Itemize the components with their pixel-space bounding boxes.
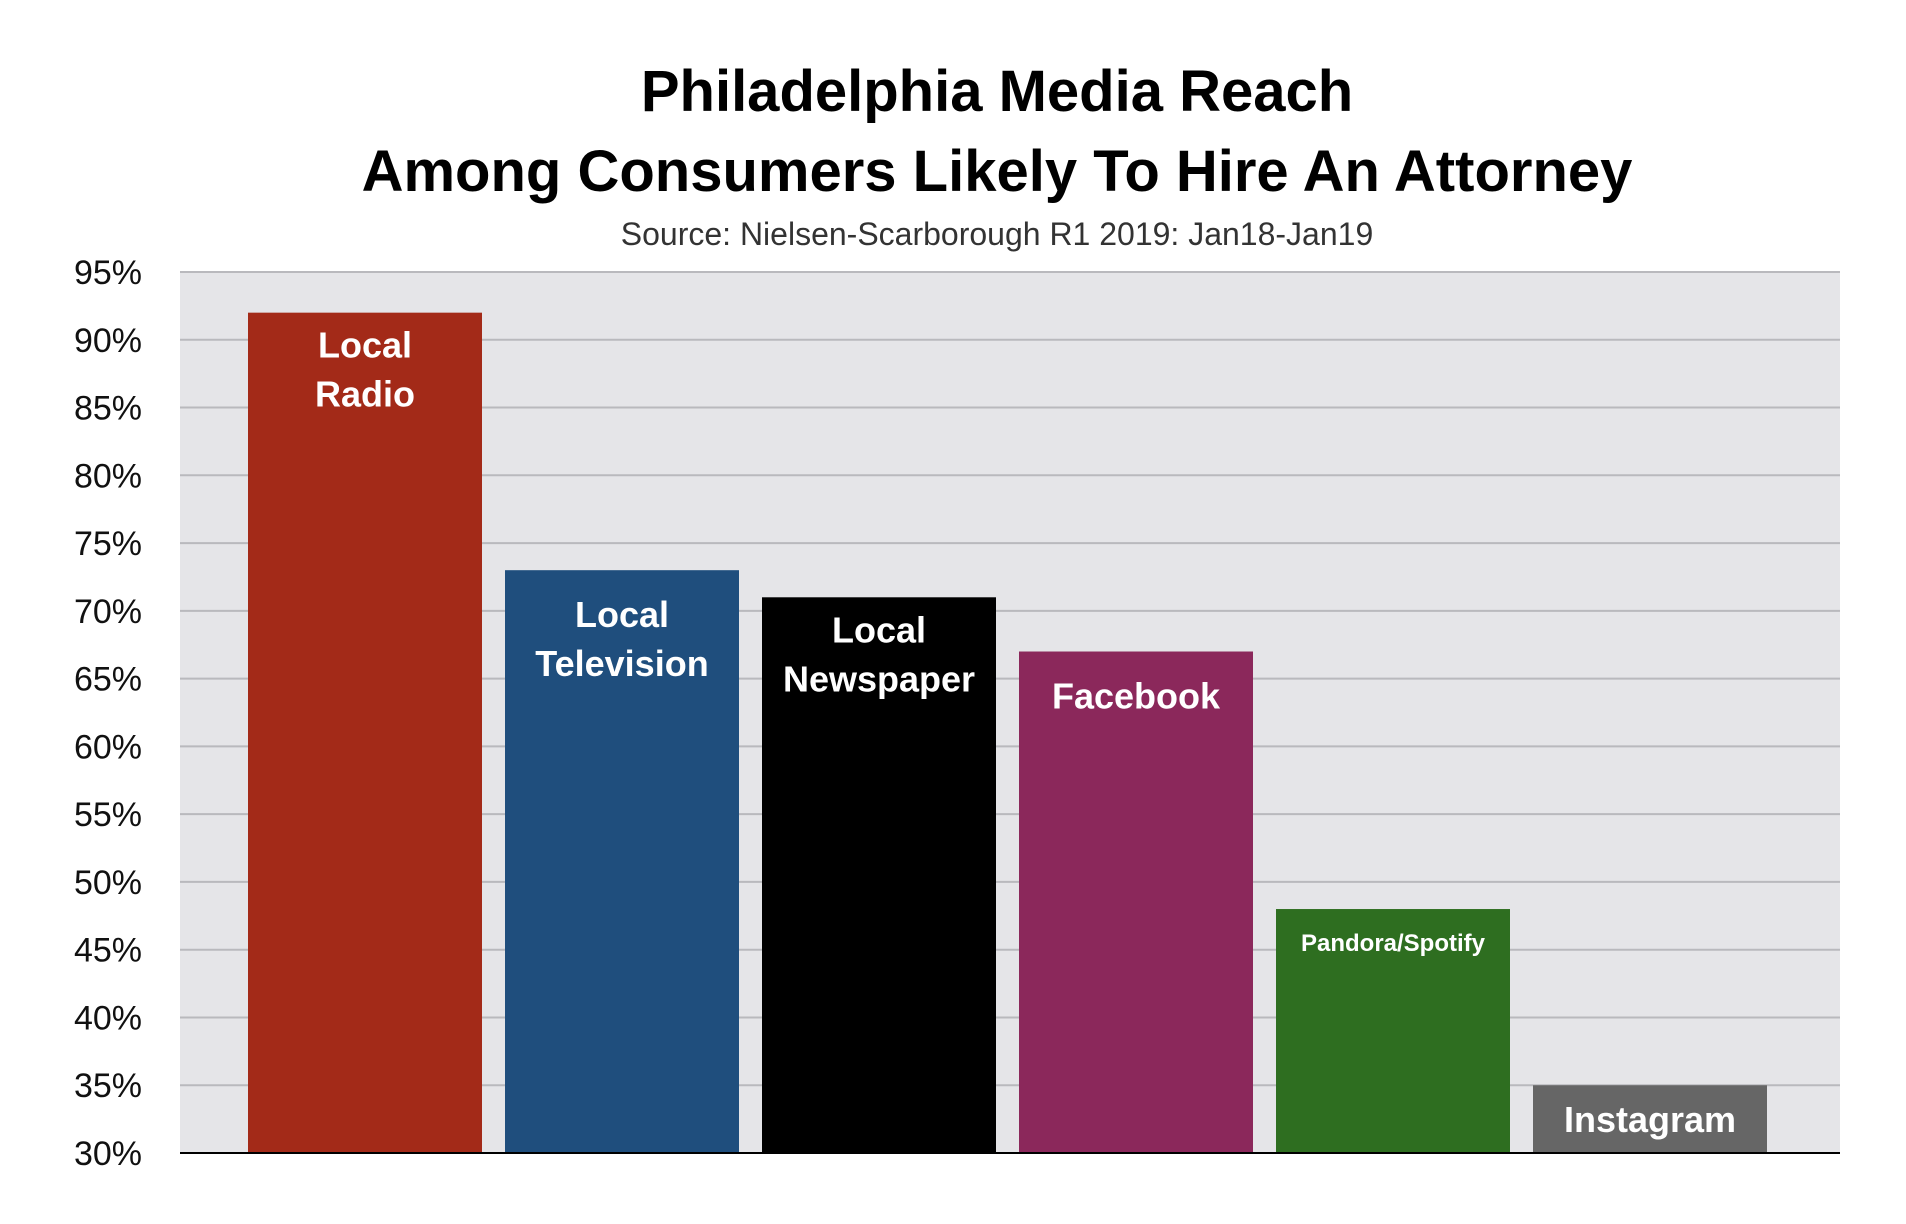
chart-title-line-2: Among Consumers Likely To Hire An Attorn…	[362, 139, 1633, 204]
bar-local-radio	[248, 312, 482, 1154]
y-tick-label: 40%	[74, 999, 142, 1037]
y-tick-label: 55%	[74, 796, 142, 834]
y-tick-label: 90%	[74, 322, 142, 360]
bars	[248, 312, 1767, 1154]
bar-label: Radio	[315, 374, 415, 415]
bar-label: Local	[318, 325, 412, 366]
y-tick-label: 80%	[74, 457, 142, 495]
bar-label: Pandora/Spotify	[1301, 930, 1486, 957]
bar-label: Television	[535, 643, 708, 684]
y-tick-label: 30%	[74, 1135, 142, 1173]
y-axis-ticks: 30% 35% 40% 45% 50% 55% 60% 65% 70% 75% 80% 85% 90% 9…	[74, 254, 142, 1173]
bar-label: Newspaper	[783, 658, 975, 699]
bar-pandora-spotify	[1276, 909, 1510, 1153]
chart-title-line-1: Philadelphia Media Reach	[641, 59, 1353, 124]
y-tick-label: 75%	[74, 525, 142, 563]
chart-subtitle: Source: Nielsen-Scarborough R1 2019: Jan…	[621, 216, 1373, 252]
y-tick-label: 95%	[74, 254, 142, 292]
bar-label: Facebook	[1052, 676, 1221, 717]
y-tick-label: 60%	[74, 728, 142, 766]
bar-labels: Local Radio Local Television Local Newspaper F…	[315, 325, 1736, 1140]
bar-local-newspaper	[762, 597, 996, 1153]
bar-label: Local	[575, 594, 669, 635]
bar-label: Instagram	[1564, 1099, 1736, 1140]
y-tick-label: 50%	[74, 864, 142, 902]
bar-instagram	[1533, 1085, 1767, 1153]
y-tick-label: 45%	[74, 932, 142, 970]
bar-local-television	[505, 570, 739, 1153]
y-tick-label: 35%	[74, 1067, 142, 1105]
bar-facebook	[1019, 651, 1253, 1153]
y-tick-label: 85%	[74, 390, 142, 428]
y-tick-label: 70%	[74, 593, 142, 631]
y-tick-label: 65%	[74, 661, 142, 699]
bar-label: Local	[832, 609, 926, 650]
